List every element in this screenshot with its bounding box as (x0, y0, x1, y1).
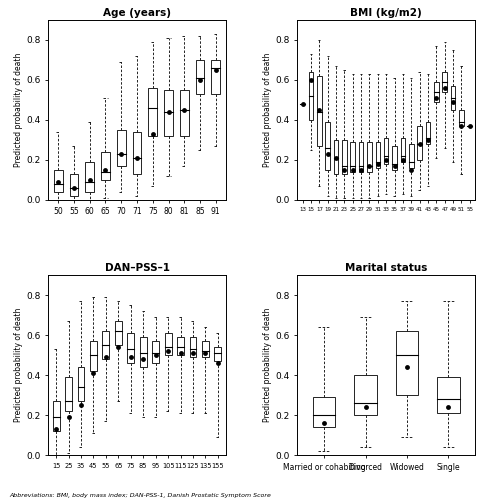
Bar (342, 140, 347, 174)
Y-axis label: Predicted probability of death: Predicted probability of death (14, 52, 23, 167)
Bar (132, 132, 141, 174)
Bar (434, 82, 439, 102)
Bar (451, 86, 456, 110)
Bar (101, 152, 110, 180)
Bar (102, 331, 109, 359)
Bar (115, 321, 122, 345)
Bar (313, 397, 336, 427)
Bar (152, 341, 159, 363)
Bar (334, 140, 338, 174)
Bar (117, 130, 126, 166)
Title: Marital status: Marital status (345, 263, 427, 273)
Bar (437, 377, 460, 413)
Bar (401, 138, 405, 162)
Bar (396, 331, 418, 395)
Title: Age (years): Age (years) (103, 8, 171, 18)
Bar (202, 341, 209, 357)
Y-axis label: Predicted probability of death: Predicted probability of death (14, 308, 23, 422)
Bar (196, 60, 204, 94)
Title: BMI (kg/m2): BMI (kg/m2) (350, 8, 422, 18)
Bar (325, 122, 330, 170)
Title: DAN–PSS–1: DAN–PSS–1 (105, 263, 169, 273)
Bar (367, 142, 372, 172)
Bar (375, 142, 380, 168)
Bar (85, 162, 94, 192)
Bar (190, 337, 196, 357)
Bar (459, 110, 464, 126)
Bar (165, 333, 171, 355)
Bar (90, 341, 97, 371)
Bar (54, 170, 62, 192)
Bar (350, 142, 355, 172)
Bar (65, 377, 72, 411)
Bar (177, 337, 184, 355)
Bar (127, 333, 134, 363)
Bar (317, 76, 322, 146)
Bar (426, 122, 430, 144)
Bar (384, 138, 388, 164)
Bar (409, 144, 414, 168)
Text: Abbreviations: BMI, body mass index; DAN-PSS-1, Danish Prostatic Symptom Score: Abbreviations: BMI, body mass index; DAN… (10, 492, 272, 498)
Bar (359, 142, 363, 172)
Y-axis label: Predicted probability of death: Predicted probability of death (264, 308, 273, 422)
Bar (180, 90, 189, 136)
Bar (53, 401, 60, 431)
Bar (215, 347, 221, 361)
Bar (164, 90, 173, 136)
Bar (78, 367, 84, 401)
Bar (70, 174, 78, 196)
Bar (443, 72, 447, 92)
Bar (392, 146, 397, 170)
Bar (354, 375, 377, 415)
Bar (140, 337, 147, 367)
Bar (309, 72, 313, 120)
Bar (417, 126, 422, 160)
Bar (148, 88, 157, 136)
Bar (211, 60, 220, 94)
Y-axis label: Predicted probability of death: Predicted probability of death (264, 52, 273, 167)
